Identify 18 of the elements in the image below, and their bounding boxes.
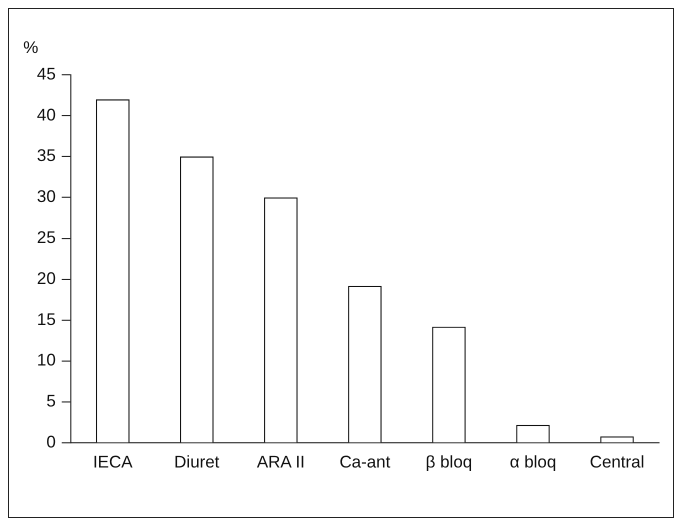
y-tick-label: 15 bbox=[36, 310, 56, 329]
x-tick-label: β bloq bbox=[426, 452, 472, 472]
y-tick-label: 30 bbox=[36, 187, 56, 206]
y-tick-label: 5 bbox=[46, 392, 56, 411]
x-tick-label: IECA bbox=[92, 452, 134, 472]
y-tick-label: 10 bbox=[36, 350, 56, 370]
y-tick-label: 20 bbox=[36, 268, 56, 288]
y-tick-label: 35 bbox=[36, 146, 56, 166]
y-tick-label: 0 bbox=[46, 432, 56, 452]
x-tick-label: α bloq bbox=[510, 452, 556, 472]
x-tick-label: Central bbox=[590, 452, 644, 472]
y-tick-label: 40 bbox=[36, 105, 56, 124]
x-tick-label: ARA II bbox=[256, 452, 305, 472]
x-tick-label: Diuret bbox=[174, 452, 220, 472]
y-axis-title: % bbox=[23, 38, 38, 58]
x-tick-label: Ca-ant bbox=[339, 452, 391, 472]
y-tick-label: 25 bbox=[36, 228, 56, 248]
y-tick-label: 45 bbox=[36, 64, 56, 84]
